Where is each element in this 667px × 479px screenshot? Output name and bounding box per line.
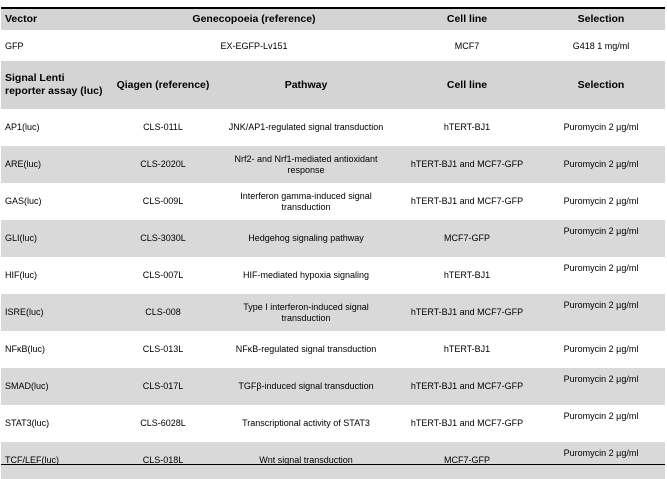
pathway: NFκB-regulated signal transduction [235,344,377,355]
reporter-table: Vector Genecopoeia (reference) Cell line… [1,7,665,479]
qiagen-reference: CLS-2020L [140,159,186,170]
header-assay: Signal Lenti reporter assay (luc) [5,72,103,97]
header-selection: Selection [577,13,625,26]
vector-name: GFP [5,40,24,51]
table-bottom-rule [1,464,665,465]
table-row: STAT3(luc) CLS-6028L Transcriptional activ… [1,405,665,442]
table-row: GLI(luc) CLS-3030L Hedgehog signaling path… [1,220,665,257]
assay-name: NFκB(luc) [5,344,45,355]
assay-name: ARE(luc) [5,159,42,170]
cell-line: hTERT-BJ1 [443,270,491,281]
assay-name: GLI(luc) [5,233,38,244]
pathway: TGFβ-induced signal transduction [238,381,374,392]
pathway: Wnt signal transduction [259,455,353,466]
cell-line: MCF7-GFP [444,455,490,466]
qiagen-reference: CLS-009L [142,196,184,207]
pathway: JNK/AP1-regulated signal transduction [228,122,384,133]
table-row: SMAD(luc) CLS-017L TGFβ-induced signal tra… [1,368,665,405]
table-row: HIF(luc) CLS-007L HIF-mediated hypoxia sig… [1,257,665,294]
assay-name: GAS(luc) [5,196,42,207]
table-row: TCF/LEF(luc) CLS-018L Wnt signal transduct… [1,442,665,479]
cell-line: hTERT-BJ1 and MCF7-GFP [410,381,524,392]
selection: Puromycin 2 µg/ml [563,196,639,207]
qiagen-reference: CLS-6028L [140,418,186,429]
table-row: AP1(luc) CLS-011L JNK/AP1-regulated signal… [1,109,665,146]
selection: Puromycin 2 µg/ml [563,411,639,421]
header-genecopoeia-reference: Genecopoeia (reference) [192,13,316,26]
qiagen-reference: CLS-011L [143,122,183,133]
qiagen-reference: CLS-013L [142,344,184,355]
selection: Puromycin 2 µg/ml [563,226,639,236]
header-vector: Vector [5,13,38,26]
vector-cell-line: MCF7 [454,40,480,51]
selection: Puromycin 2 µg/ml [563,344,639,355]
pathway: Transcriptional activity of STAT3 [242,418,370,429]
cell-line: MCF7-GFP [444,233,490,244]
selection: Puromycin 2 µg/ml [563,159,639,170]
assay-name: TCF/LEF(luc) [5,455,59,466]
qiagen-reference: CLS-017L [142,381,184,392]
header-cell-line: Cell line [446,13,488,26]
assay-name: AP1(luc) [5,122,40,133]
header-pathway: Pathway [284,78,328,91]
selection: Puromycin 2 µg/ml [563,374,639,384]
header-assay-selection: Selection [577,78,625,91]
assay-name: SMAD(luc) [5,381,49,392]
header-assay-cell-line: Cell line [446,78,488,91]
pathway: Type I interferon-induced signal transdu… [243,301,369,323]
cell-line: hTERT-BJ1 and MCF7-GFP [410,196,524,207]
vector-reference: EX-EGFP-Lv151 [220,40,288,51]
table-row: ISRE(luc) CLS-008 Type I interferon-induce… [1,294,665,331]
header-qiagen-reference: Qiagen (reference) [116,78,210,91]
qiagen-reference: CLS-3030L [140,233,186,244]
assay-name: STAT3(luc) [5,418,50,429]
cell-line: hTERT-BJ1 and MCF7-GFP [410,159,524,170]
pathway: HIF-mediated hypoxia signaling [242,270,370,281]
vector-row: GFP EX-EGFP-Lv151 MCF7 G418 1 mg/ml [1,31,665,61]
qiagen-reference: CLS-007L [142,270,184,281]
vector-header-row: Vector Genecopoeia (reference) Cell line… [1,9,665,31]
selection: Puromycin 2 µg/ml [563,300,639,310]
cell-line: hTERT-BJ1 and MCF7-GFP [410,418,524,429]
assay-rows: AP1(luc) CLS-011L JNK/AP1-regulated signal… [1,109,665,479]
pathway: Nrf2- and Nrf1-mediated antioxidant resp… [234,153,378,175]
table-row: ARE(luc) CLS-2020L Nrf2- and Nrf1-mediated… [1,146,665,183]
cell-line: hTERT-BJ1 [443,122,491,133]
qiagen-reference: CLS-008 [145,307,181,318]
assay-header-row: Signal Lenti reporter assay (luc) Qiagen… [1,61,665,109]
table-row: NFκB(luc) CLS-013L NFκB-regulated signal t… [1,331,665,368]
pathway: Interferon gamma-induced signal transduc… [240,190,372,212]
pathway: Hedgehog signaling pathway [248,233,364,244]
selection: Puromycin 2 µg/ml [563,122,639,133]
selection: Puromycin 2 µg/ml [563,448,639,458]
qiagen-reference: CLS-018L [142,455,184,466]
selection: Puromycin 2 µg/ml [563,263,639,273]
table-row: GAS(luc) CLS-009L Interferon gamma-induced… [1,183,665,220]
cell-line: hTERT-BJ1 and MCF7-GFP [410,307,524,318]
assay-name: HIF(luc) [5,270,37,281]
vector-selection: G418 1 mg/ml [572,40,630,51]
cell-line: hTERT-BJ1 [443,344,491,355]
assay-name: ISRE(luc) [5,307,44,318]
